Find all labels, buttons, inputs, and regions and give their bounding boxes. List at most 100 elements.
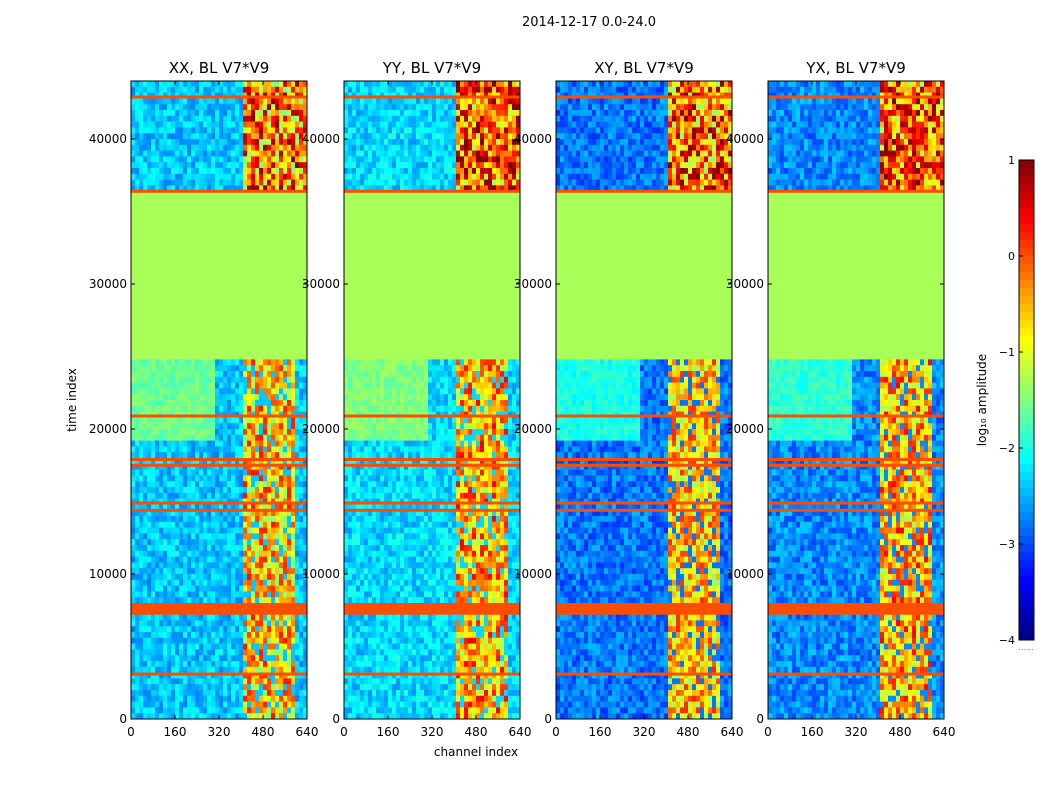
heatmap-cell bbox=[275, 295, 280, 302]
heatmap-cell bbox=[223, 475, 228, 482]
heatmap-cell bbox=[135, 394, 140, 401]
heatmap-cell bbox=[299, 545, 304, 552]
heatmap-cell bbox=[239, 139, 244, 146]
heatmap-cell bbox=[231, 342, 236, 349]
heatmap-cell bbox=[255, 162, 260, 169]
heatmap-cell bbox=[223, 353, 228, 360]
heatmap-cell bbox=[171, 533, 176, 540]
heatmap-cell bbox=[420, 86, 425, 93]
heatmap-cell bbox=[211, 284, 216, 291]
heatmap-cell bbox=[279, 394, 284, 401]
heatmap-cell bbox=[215, 162, 220, 169]
heatmap-cell bbox=[287, 574, 292, 581]
heatmap-cell bbox=[143, 81, 148, 88]
heatmap-cell bbox=[155, 342, 160, 349]
heatmap-cell bbox=[207, 220, 212, 227]
heatmap-cell bbox=[175, 214, 180, 221]
heatmap-cell bbox=[147, 620, 152, 627]
heatmap-cell bbox=[183, 81, 188, 88]
heatmap-cell bbox=[143, 556, 148, 563]
heatmap-cell bbox=[143, 318, 148, 325]
heatmap-cell bbox=[251, 231, 256, 238]
heatmap-cell bbox=[211, 272, 216, 279]
heatmap-cell bbox=[155, 429, 160, 436]
heatmap-cell bbox=[167, 701, 172, 708]
y-tick-label: 40000 bbox=[89, 132, 127, 146]
heatmap-cell bbox=[171, 243, 176, 250]
heatmap-cell bbox=[255, 550, 260, 557]
heatmap-cell bbox=[235, 110, 240, 117]
heatmap-cell bbox=[243, 214, 248, 221]
heatmap-cell bbox=[143, 139, 148, 146]
heatmap-cell bbox=[143, 690, 148, 697]
heatmap-cell bbox=[239, 295, 244, 302]
heatmap-cell bbox=[143, 452, 148, 459]
heatmap-cell bbox=[139, 655, 144, 662]
heatmap-cell bbox=[476, 86, 481, 93]
heatmap-cell bbox=[247, 115, 252, 122]
heatmap-cell bbox=[151, 661, 156, 668]
heatmap-cell bbox=[171, 429, 176, 436]
x-tick-label: 0 bbox=[127, 725, 135, 739]
heatmap-cell bbox=[219, 469, 224, 476]
heatmap-cell bbox=[167, 330, 172, 337]
heatmap-cell bbox=[227, 255, 232, 262]
heatmap-cell bbox=[299, 353, 304, 360]
heatmap-cell bbox=[267, 86, 272, 93]
heatmap-cell bbox=[143, 127, 148, 134]
heatmap-cell bbox=[239, 672, 244, 679]
heatmap-cell bbox=[179, 562, 184, 569]
heatmap-cell bbox=[263, 614, 268, 621]
heatmap-cell bbox=[239, 342, 244, 349]
heatmap-cell bbox=[259, 214, 264, 221]
heatmap-cell bbox=[275, 162, 280, 169]
heatmap-cell bbox=[275, 104, 280, 111]
heatmap-cell bbox=[183, 591, 188, 598]
heatmap-cell bbox=[211, 446, 216, 453]
heatmap-cell bbox=[207, 255, 212, 262]
heatmap-cell bbox=[215, 661, 220, 668]
heatmap-cell bbox=[303, 597, 307, 604]
heatmap-cell bbox=[183, 347, 188, 354]
heatmap-cell bbox=[271, 110, 276, 117]
heatmap-cell bbox=[183, 713, 188, 719]
heatmap-cell bbox=[251, 289, 256, 296]
heatmap-cell bbox=[231, 226, 236, 233]
heatmap-cell bbox=[143, 400, 148, 407]
heatmap-cell bbox=[239, 405, 244, 412]
heatmap-cell bbox=[255, 678, 260, 685]
heatmap-cell bbox=[131, 382, 136, 389]
heatmap-cell bbox=[163, 191, 168, 198]
heatmap-cell bbox=[287, 266, 292, 273]
heatmap-cell bbox=[287, 632, 292, 639]
heatmap-cell bbox=[299, 371, 304, 378]
heatmap-cell bbox=[155, 527, 160, 534]
heatmap-cell bbox=[131, 214, 136, 221]
heatmap-cell bbox=[167, 202, 172, 209]
heatmap-cell bbox=[211, 533, 216, 540]
heatmap-cell bbox=[151, 492, 156, 499]
heatmap-cell bbox=[227, 417, 232, 424]
heatmap-cell bbox=[223, 666, 228, 673]
heatmap-cell bbox=[147, 347, 152, 354]
heatmap-cell bbox=[215, 208, 220, 215]
heatmap-cell bbox=[179, 162, 184, 169]
heatmap-cell bbox=[243, 301, 248, 308]
heatmap-cell bbox=[456, 81, 461, 88]
heatmap-cell bbox=[215, 585, 220, 592]
heatmap-cell bbox=[159, 713, 164, 719]
heatmap-cell bbox=[163, 133, 168, 140]
heatmap-cell bbox=[187, 342, 192, 349]
heatmap-cell bbox=[271, 672, 276, 679]
heatmap-cell bbox=[163, 260, 168, 267]
heatmap-cell bbox=[147, 562, 152, 569]
heatmap-cell bbox=[183, 272, 188, 279]
heatmap-cell bbox=[167, 637, 172, 644]
heatmap-cell bbox=[211, 144, 216, 151]
heatmap-cell bbox=[243, 220, 248, 227]
heatmap-cell bbox=[191, 429, 196, 436]
heatmap-cell bbox=[267, 127, 272, 134]
heatmap-cell bbox=[255, 249, 260, 256]
heatmap-cell bbox=[243, 469, 248, 476]
heatmap-cell bbox=[143, 550, 148, 557]
